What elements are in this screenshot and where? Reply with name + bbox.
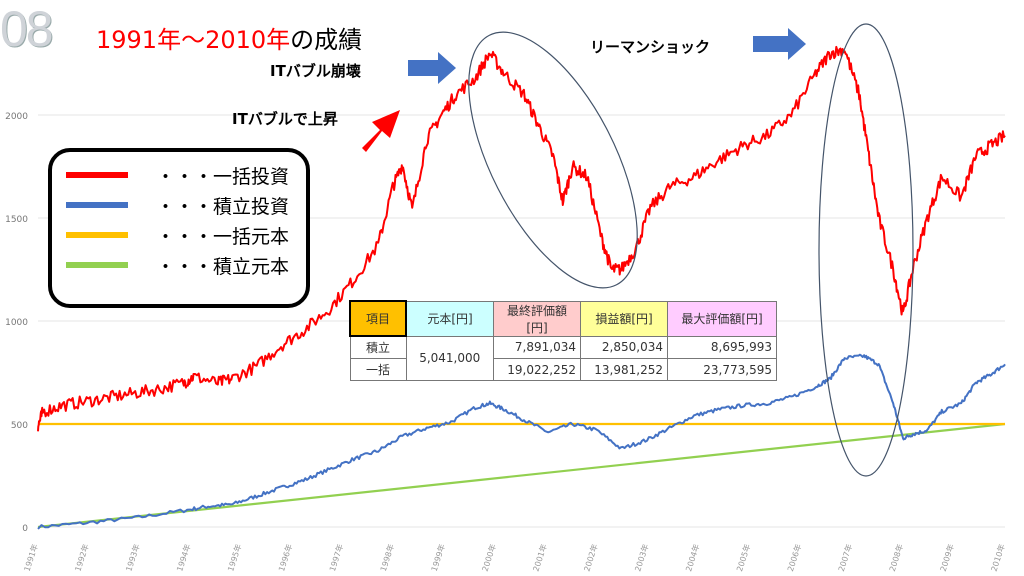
y-tick-label: 0 [22, 524, 28, 534]
page-title: 1991年～2010年の成績 [96, 20, 362, 55]
title-period: 1991年～2010年 [96, 26, 291, 54]
slide-number: 08 [0, 1, 54, 57]
legend-label: ・・・積立投資 [156, 195, 290, 218]
header-principal: 元本[円] [405, 300, 494, 337]
y-tick-label: 500 [11, 421, 28, 431]
x-tick-label: 1995年 [225, 543, 243, 573]
legend-label: ・・・積立元本 [156, 255, 290, 278]
x-tick-label: 2002年 [581, 543, 599, 573]
max-cell: 8,695,993 [667, 335, 777, 359]
legend-swatch [66, 202, 128, 208]
annotation-it-crash: ITバブル崩壊 [270, 62, 361, 80]
legend-swatch [66, 262, 128, 268]
y-tick-label: 1500 [5, 215, 28, 225]
x-tick-label: 2009年 [938, 543, 956, 573]
header-max: 最大評価額[円] [667, 300, 777, 337]
arrow-it-rise [362, 110, 400, 152]
y-tick-label: 2000 [5, 112, 28, 122]
x-tick-label: 2006年 [785, 543, 803, 573]
x-tick-label: 2000年 [480, 543, 498, 573]
legend-item: ・・・積立元本 [66, 252, 289, 278]
legend-swatch [66, 172, 128, 178]
x-tick-label: 2005年 [734, 543, 752, 573]
it-crash-ellipse [468, 31, 638, 289]
annotation-lehman: リーマンショック [590, 38, 711, 56]
profit-cell: 13,981,252 [580, 358, 668, 381]
table-row: 積立 5,041,000 7,891,034 2,850,034 8,695,9… [349, 335, 777, 381]
principal-cell: 5,041,000 [405, 335, 494, 381]
x-tick-label: 2003年 [632, 543, 650, 573]
y-tick-label: 1000 [5, 318, 28, 328]
legend-item: ・・・一括元本 [66, 222, 289, 248]
max-cell: 23,773,595 [667, 358, 777, 381]
annotation-it-rise: ITバブルで上昇 [232, 110, 338, 128]
x-tick-label: 2008年 [887, 543, 905, 573]
x-tick-label: 2010年 [989, 543, 1007, 573]
x-tick-label: 1993年 [123, 543, 141, 573]
legend-item: ・・・積立投資 [66, 192, 289, 218]
x-tick-label: 1997年 [327, 543, 345, 573]
row-label: 一括 [349, 358, 407, 381]
table-row: 一括 19,022,252 13,981,252 23,773,595 [349, 358, 777, 381]
x-tick-label: 2004年 [683, 543, 701, 573]
series-line-積立投資 [37, 353, 1006, 530]
row-label: 積立 [349, 335, 407, 359]
title-suffix: の成績 [290, 26, 363, 54]
final-cell: 7,891,034 [493, 335, 581, 359]
legend-swatch [66, 232, 128, 238]
x-tick-label: 1992年 [73, 543, 91, 573]
x-tick-label: 2007年 [836, 543, 854, 573]
results-table: 項目 元本[円] 最終評価額[円] 損益額[円] 最大評価額[円] 積立 5,0… [349, 300, 777, 381]
legend-label: ・・・一括元本 [156, 225, 290, 248]
legend-item: ・・・一括投資 [66, 162, 289, 188]
header-item: 項目 [349, 300, 407, 337]
lehman-ellipse [818, 23, 914, 477]
final-cell: 19,022,252 [493, 358, 581, 381]
arrow-lehman [753, 28, 806, 60]
x-tick-label: 1999年 [429, 543, 447, 573]
header-profit: 損益額[円] [580, 300, 668, 337]
arrow-it-crash [408, 52, 456, 84]
header-final: 最終評価額[円] [493, 300, 581, 337]
series-line-積立元本 [37, 422, 1006, 529]
x-tick-label: 1996年 [276, 543, 294, 573]
x-tick-label: 1998年 [378, 543, 396, 573]
x-tick-label: 2001年 [531, 543, 549, 573]
legend: ・・・一括投資 ・・・積立投資 ・・・一括元本 ・・・積立元本 [48, 148, 310, 308]
x-tick-label: 1994年 [174, 543, 192, 573]
profit-cell: 2,850,034 [580, 335, 668, 359]
series-line-一括投資 [37, 45, 1006, 432]
x-tick-label: 1991年 [22, 543, 40, 573]
legend-label: ・・・一括投資 [156, 165, 290, 188]
table-header-row: 項目 元本[円] 最終評価額[円] 損益額[円] 最大評価額[円] [349, 300, 777, 337]
